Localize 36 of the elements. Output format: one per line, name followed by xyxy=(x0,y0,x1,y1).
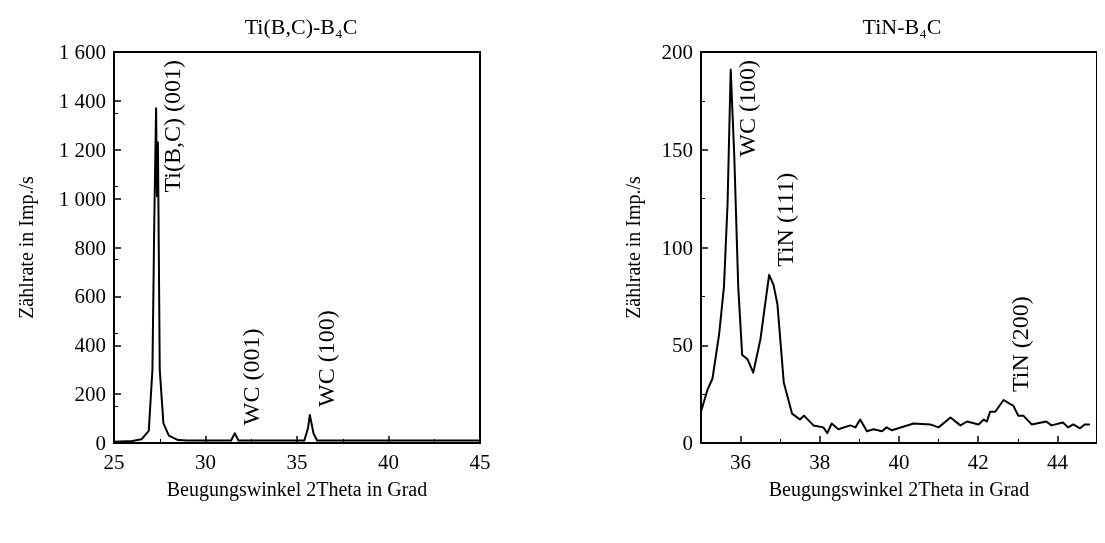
x-tick-label: 40 xyxy=(888,449,910,474)
y-tick-label: 0 xyxy=(95,431,106,455)
annotation: Ti(B,C) (001) xyxy=(159,60,186,193)
x-tick-label: 25 xyxy=(103,449,125,474)
x-tick-label: 38 xyxy=(809,449,831,474)
x-tick-label: 45 xyxy=(469,449,491,474)
y-tick-label: 800 xyxy=(74,235,106,260)
x-axis-title: Beugungswinkel 2Theta in Grad xyxy=(166,478,428,501)
x-tick-label: 44 xyxy=(1046,449,1069,474)
y-tick-label: 1 200 xyxy=(58,137,106,162)
y-tick-label: 100 xyxy=(661,235,693,260)
y-axis-title: Zählrate in Imp./s xyxy=(622,175,645,319)
y-tick-label: 400 xyxy=(74,333,106,358)
x-tick-label: 42 xyxy=(967,449,989,474)
y-tick-label: 150 xyxy=(661,137,693,162)
annotation: WC (100) xyxy=(312,310,339,407)
y-axis-title: Zählrate in Imp./s xyxy=(15,175,38,319)
y-tick-label: 50 xyxy=(672,333,693,358)
x-tick-label: 30 xyxy=(195,449,216,474)
annotation: WC (001) xyxy=(237,328,264,426)
y-tick-label: 1 600 xyxy=(58,40,106,64)
chart-title: TiN-B₄C xyxy=(862,13,942,39)
annotation: WC (100) xyxy=(733,59,760,157)
chart-title: Ti(B,C)-B₄C xyxy=(244,13,358,39)
x-axis-title: Beugungswinkel 2Theta in Grad xyxy=(768,478,1030,501)
x-tick-label: 40 xyxy=(378,449,399,474)
y-tick-label: 200 xyxy=(661,40,693,64)
annotation: TiN (111) xyxy=(772,172,799,267)
y-tick-label: 600 xyxy=(74,284,106,309)
x-tick-label: 36 xyxy=(730,449,752,474)
annotation: TiN (200) xyxy=(1006,296,1033,392)
y-tick-label: 200 xyxy=(74,382,106,407)
y-tick-label: 1 000 xyxy=(58,186,106,211)
y-tick-label: 1 400 xyxy=(58,88,106,113)
y-tick-label: 0 xyxy=(682,431,693,455)
x-tick-label: 35 xyxy=(286,449,308,474)
